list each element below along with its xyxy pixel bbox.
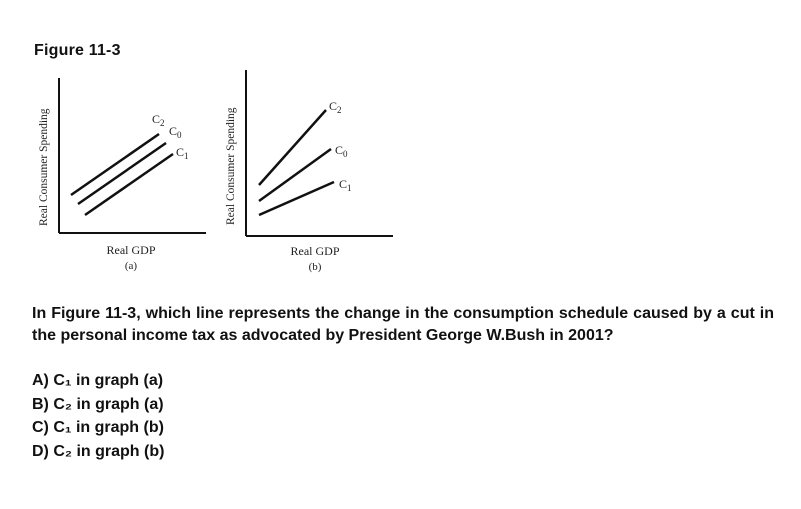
answer-letter: C) <box>32 419 49 436</box>
answer-b[interactable]: B) C₂ in graph (a) <box>32 393 164 417</box>
x-axis-label: Real GDP <box>291 244 340 258</box>
answer-text: C₂ in graph (a) <box>53 395 164 413</box>
graph-a: C2 C0 C1 Real Consumer Spending Real GDP… <box>38 78 206 272</box>
figure-title: Figure 11-3 <box>34 42 121 59</box>
label-c0: C0 <box>169 124 182 140</box>
line-c0 <box>258 147 332 203</box>
answer-c[interactable]: C) C₁ in graph (b) <box>32 416 164 440</box>
answer-text: C₂ in graph (b) <box>53 442 165 460</box>
x-axis-label: Real GDP <box>107 243 156 257</box>
answer-letter: A) <box>32 372 49 389</box>
answer-text: C₁ in graph (a) <box>53 372 164 389</box>
question-text: In Figure 11-3, which line represents th… <box>32 305 774 344</box>
y-axis-label: Real Consumer Spending <box>38 108 50 226</box>
answer-letter: D) <box>32 442 49 460</box>
graph-b: C2 C0 C1 Real Consumer Spending Real GDP… <box>225 70 393 273</box>
line-c2 <box>258 109 327 186</box>
graph-caption: (a) <box>125 260 138 272</box>
line-c2 <box>70 132 160 197</box>
label-c2: C2 <box>329 99 342 115</box>
answer-letter: B) <box>32 395 49 413</box>
label-c1: C1 <box>176 145 189 161</box>
label-c0: C0 <box>335 143 348 159</box>
answer-d[interactable]: D) C₂ in graph (b) <box>32 440 164 464</box>
graph-caption: (b) <box>309 261 322 273</box>
label-c1: C1 <box>339 177 352 193</box>
answer-list: A) C₁ in graph (a) B) C₂ in graph (a) C)… <box>32 369 164 463</box>
line-c1 <box>258 180 335 217</box>
answer-text: C₁ in graph (b) <box>53 419 164 436</box>
line-c0 <box>77 141 167 206</box>
line-c1 <box>84 152 174 217</box>
label-c2: C2 <box>152 112 165 128</box>
y-axis-label: Real Consumer Spending <box>225 107 237 225</box>
answer-a[interactable]: A) C₁ in graph (a) <box>32 369 164 393</box>
